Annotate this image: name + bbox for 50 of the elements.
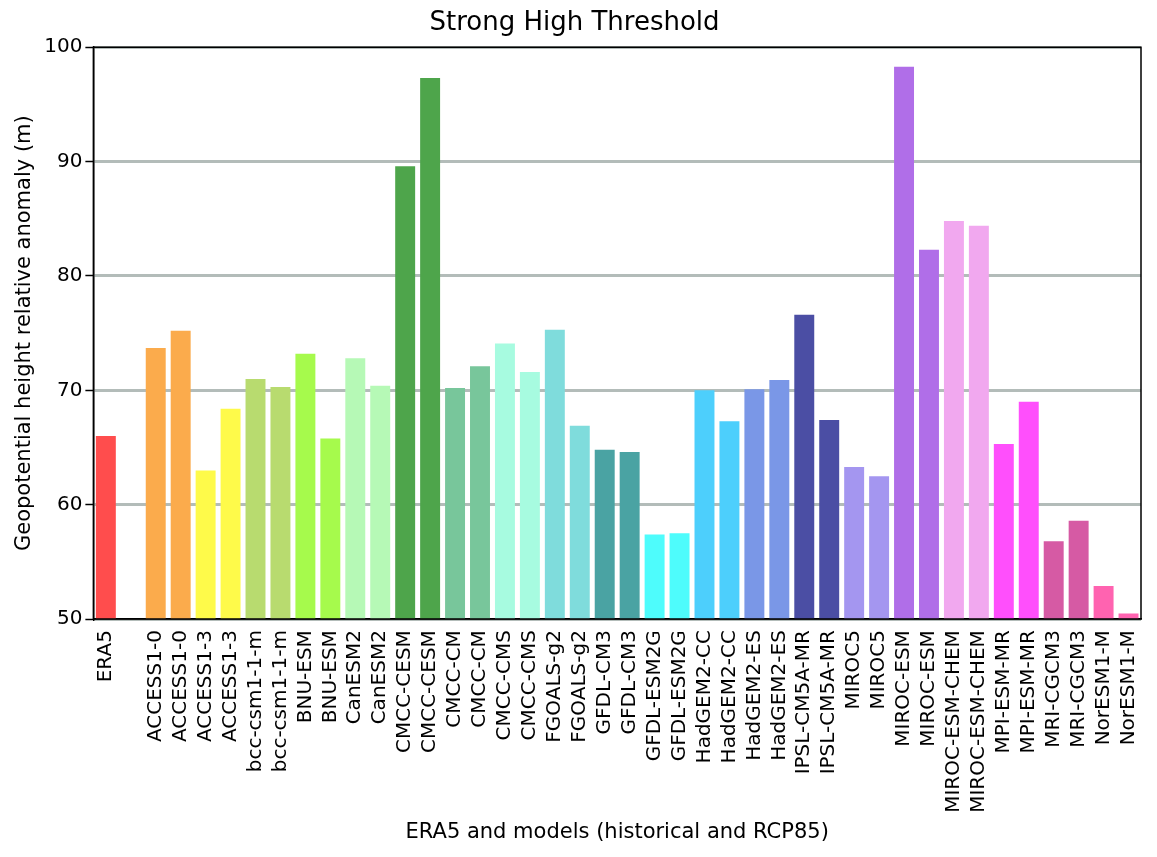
y-axis-title: Geopotential height relative anomaly (m): [11, 115, 36, 552]
y-tick-label: 50: [56, 605, 83, 630]
x-tick-label: MRI-CGCM3: [1039, 630, 1064, 748]
x-tick-label: MIROC-ESM-CHEM: [965, 630, 990, 813]
x-tick-label: NorESM1-M: [1089, 630, 1114, 746]
x-tick-label: BNU-ESM: [316, 630, 341, 724]
x-tick-label: ACCESS1-0: [166, 630, 191, 743]
x-tick-label: MPI-ESM-MR: [990, 630, 1015, 754]
x-tick-label: MRI-CGCM3: [1064, 630, 1089, 748]
x-tick-label: ACCESS1-0: [141, 630, 166, 743]
x-tick-label: CMCC-CESM: [391, 630, 416, 754]
x-tick-label: CMCC-CMS: [516, 630, 541, 741]
y-tick-label: 70: [56, 376, 83, 401]
x-tick-label: HadGEM2-CC: [715, 630, 740, 764]
x-tick-label: MIROC-ESM-CHEM: [940, 630, 965, 813]
x-tick-label: HadGEM2-CC: [690, 630, 715, 764]
x-tick-label: MIROC5: [840, 630, 865, 710]
x-axis-title: ERA5 and models (historical and RCP85): [405, 818, 829, 843]
x-tick-label: IPSL-CM5A-MR: [790, 630, 815, 775]
x-tick-label: BNU-ESM: [291, 630, 316, 724]
chart-title: Strong High Threshold: [429, 6, 720, 37]
x-tick-label: ACCESS1-3: [191, 630, 216, 743]
x-tick-label: GFDL-CM3: [615, 630, 640, 735]
y-tick-label: 60: [56, 490, 83, 515]
x-tick-label: FGOALS-g2: [565, 630, 590, 743]
x-tick-label: HadGEM2-ES: [765, 630, 790, 761]
x-tick-label: CMCC-CM: [441, 630, 466, 728]
x-tick-label: bcc-csm1-1-m: [266, 630, 291, 773]
x-tick-label: IPSL-CM5A-MR: [815, 630, 840, 775]
x-tick-label: ERA5: [92, 630, 117, 683]
x-tick-label: CanESM2: [341, 630, 366, 725]
x-tick-label: MPI-ESM-MR: [1014, 630, 1039, 754]
x-tick-label: CMCC-CM: [466, 630, 491, 728]
x-tick-label: GFDL-ESM2G: [665, 630, 690, 762]
x-tick-label: MIROC-ESM: [915, 630, 940, 747]
x-tick-label: MIROC5: [865, 630, 890, 710]
x-tick-label: NorESM1-M: [1114, 630, 1139, 746]
x-tick-label: GFDL-ESM2G: [640, 630, 665, 762]
x-tick-label: MIROC-ESM: [890, 630, 915, 747]
y-tick-label: 90: [56, 147, 83, 172]
x-tick-label: ACCESS1-3: [216, 630, 241, 743]
y-tick-label: 80: [56, 262, 83, 287]
x-tick-label: CanESM2: [366, 630, 391, 725]
x-tick-label: bcc-csm1-1-m: [241, 630, 266, 773]
x-tick-label: CMCC-CESM: [416, 630, 441, 754]
x-tick-label: HadGEM2-ES: [740, 630, 765, 761]
x-tick-label: GFDL-CM3: [590, 630, 615, 735]
x-tick-label: FGOALS-g2: [541, 630, 566, 743]
y-tick-label: 100: [44, 33, 83, 58]
x-tick-label: CMCC-CMS: [491, 630, 516, 741]
